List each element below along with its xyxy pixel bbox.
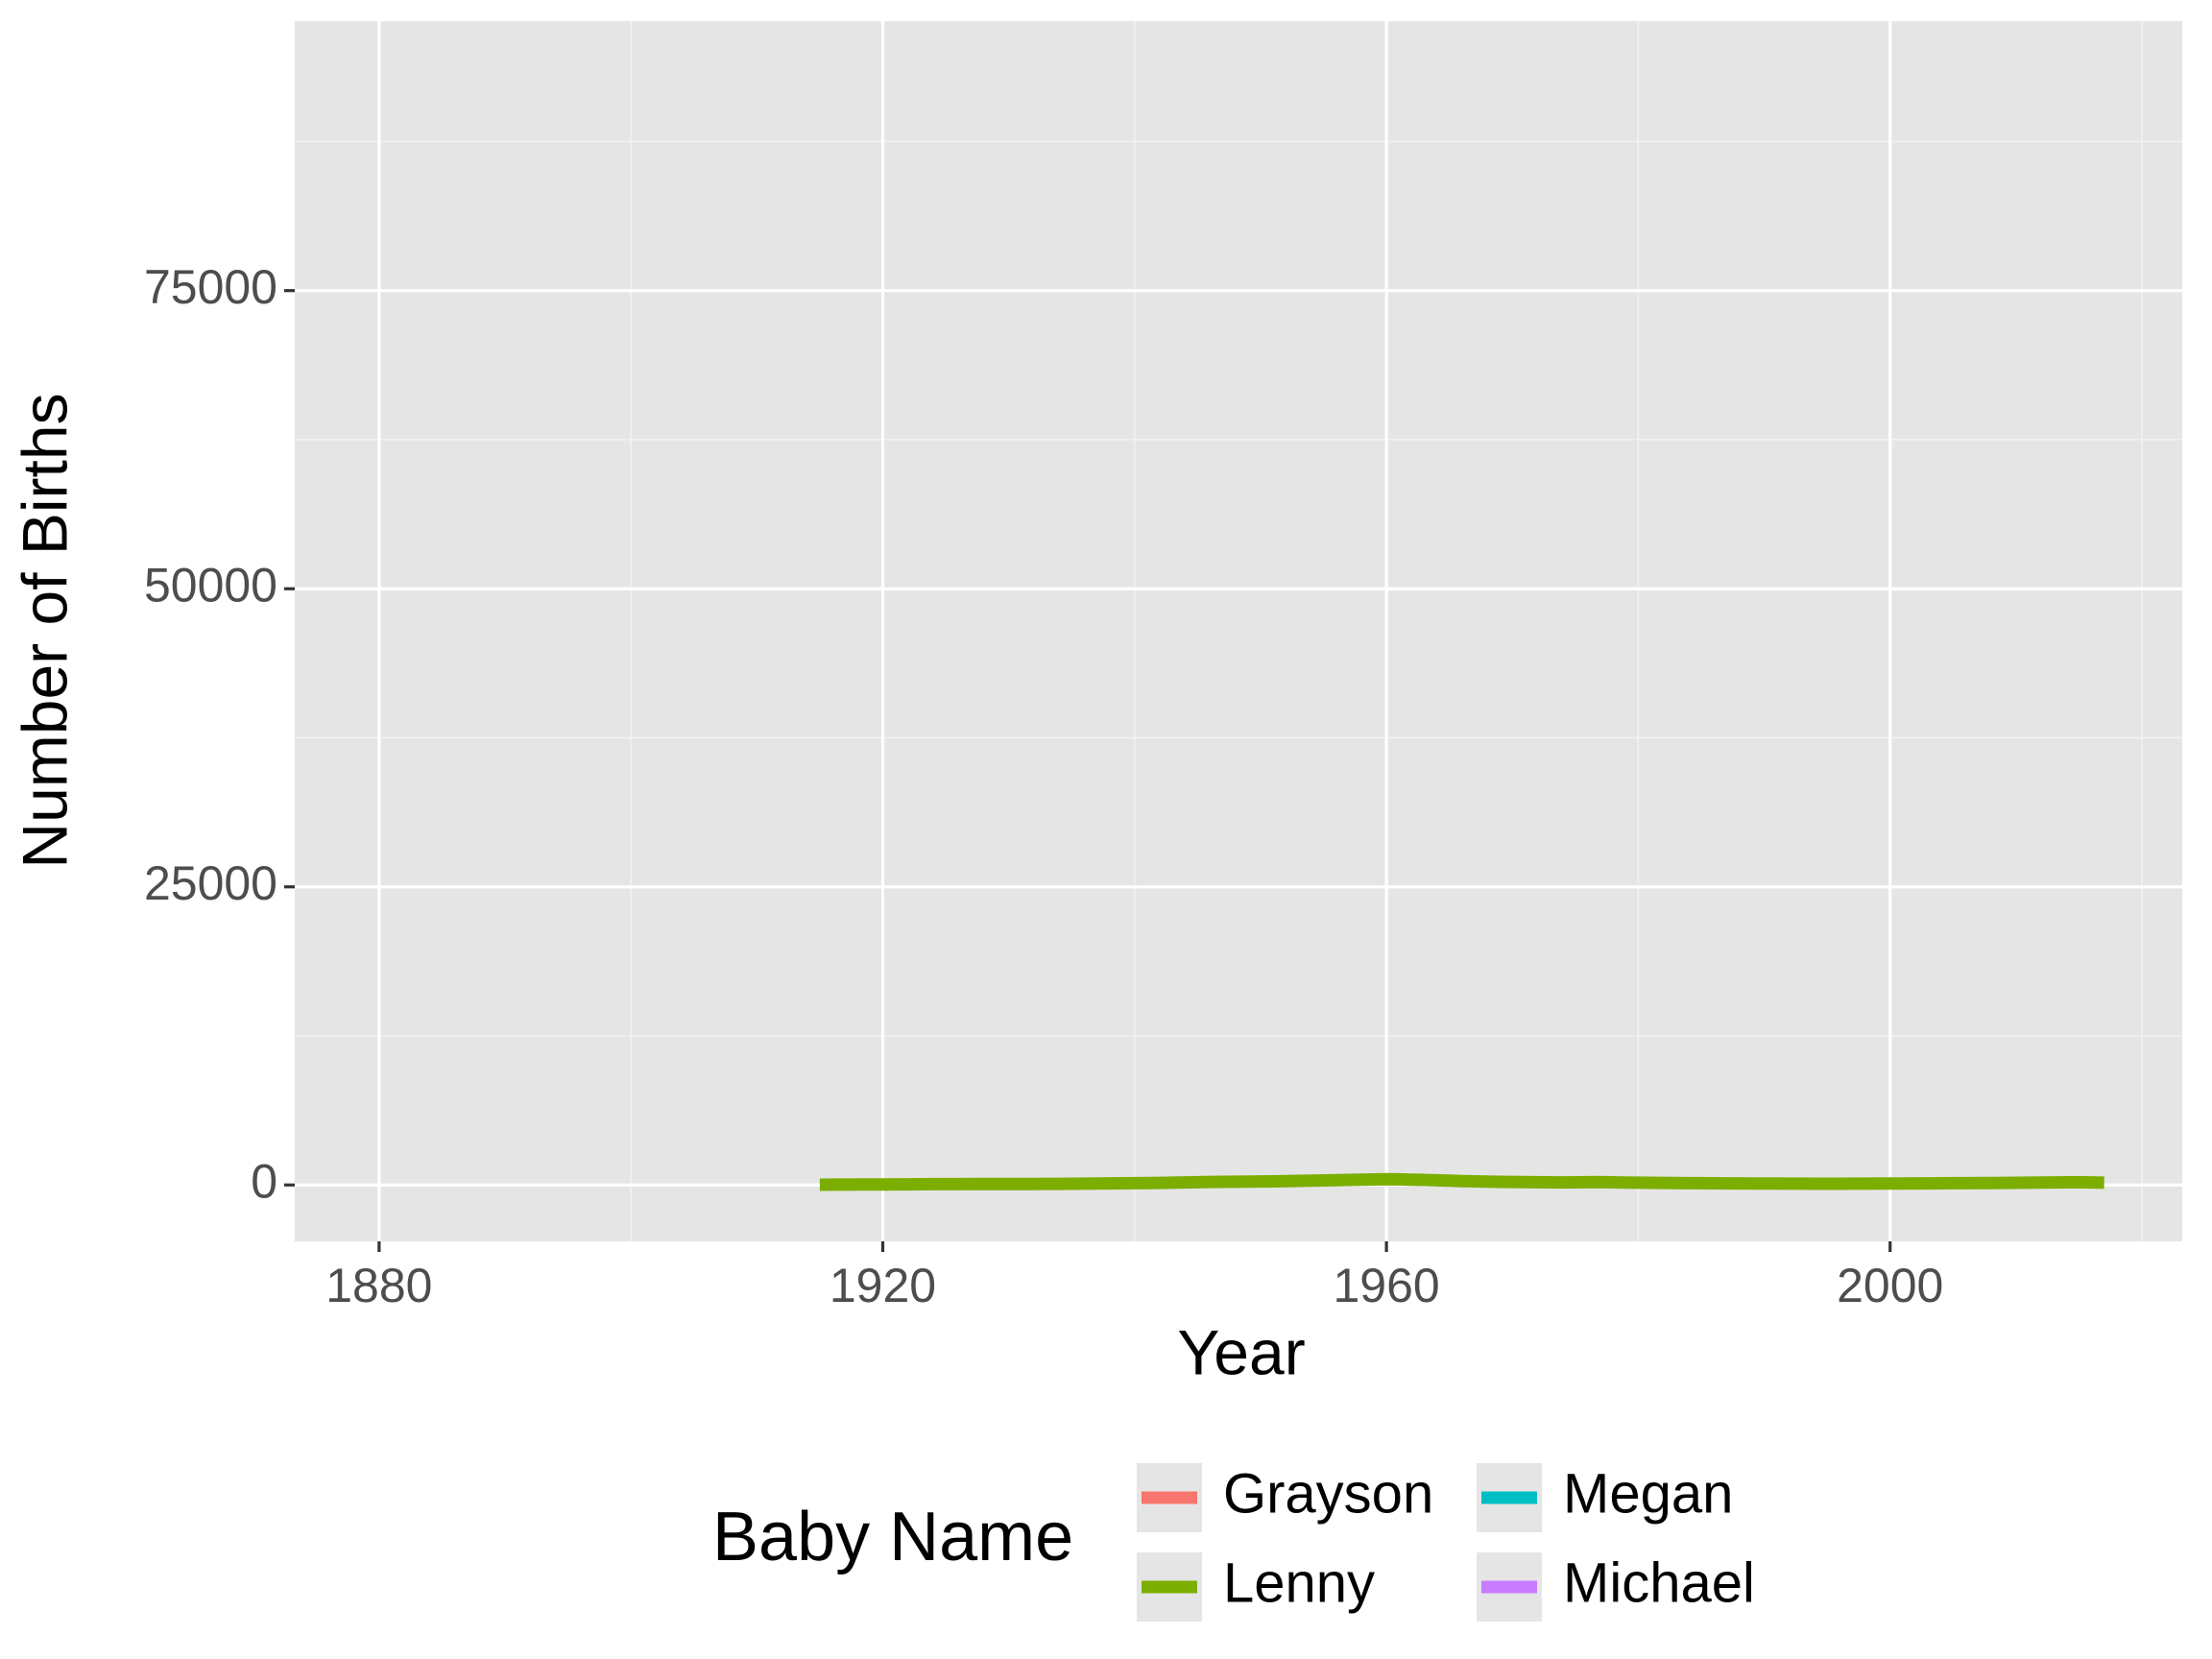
legend-title: Baby Name bbox=[712, 1499, 1073, 1575]
y-tick-label: 25000 bbox=[144, 856, 277, 910]
legend-label: Megan bbox=[1563, 1462, 1733, 1525]
legend-label: Michael bbox=[1563, 1551, 1755, 1614]
series-line bbox=[819, 1172, 2104, 1191]
panel bbox=[295, 21, 2182, 1241]
x-tick-label: 2000 bbox=[1837, 1259, 1943, 1312]
legend-label: Lenny bbox=[1223, 1551, 1375, 1614]
x-tick-label: 1880 bbox=[325, 1259, 432, 1312]
y-tick-label: 50000 bbox=[144, 558, 277, 612]
x-tick-label: 1960 bbox=[1333, 1259, 1439, 1312]
x-tick-label: 1920 bbox=[830, 1259, 936, 1312]
y-axis-title: Number of Births bbox=[9, 393, 80, 868]
y-tick-label: 75000 bbox=[144, 260, 277, 314]
legend-label: Grayson bbox=[1223, 1462, 1433, 1525]
x-axis-title: Year bbox=[1177, 1316, 1305, 1387]
y-tick-label: 0 bbox=[251, 1154, 277, 1208]
